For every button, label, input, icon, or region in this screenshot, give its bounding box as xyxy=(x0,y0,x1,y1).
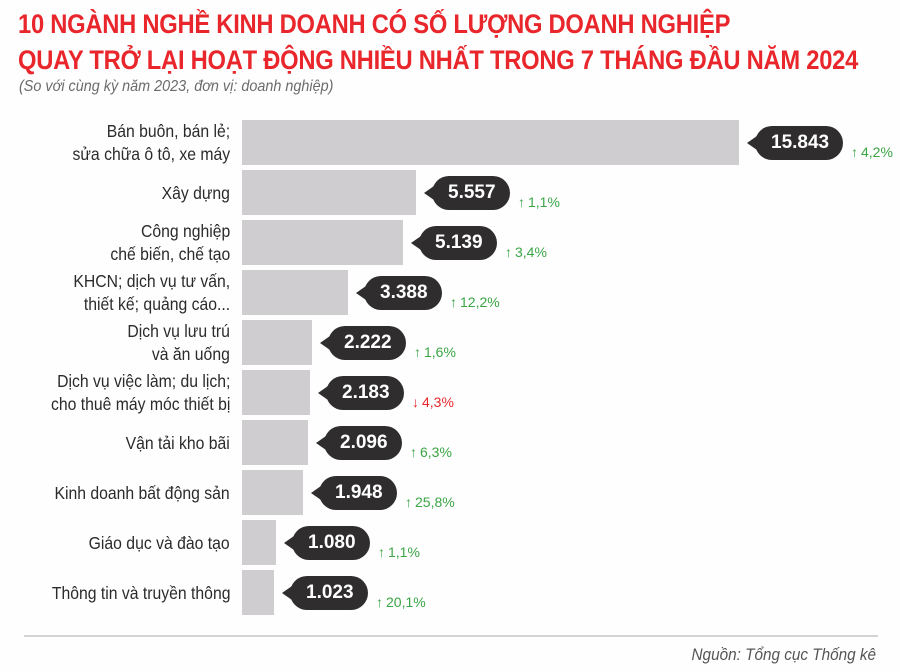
chart-subtitle: (So với cùng kỳ năm 2023, đơn vị: doanh … xyxy=(19,78,334,95)
chart-row: Bán buôn, bán lẻ; sửa chữa ô tô, xe máy 15… xyxy=(0,120,900,166)
change-indicator: ↑ 1,1% xyxy=(378,544,420,560)
arrow-up-icon: ↑ xyxy=(405,494,412,510)
chart-title: 10 NGÀNH NGHỀ KINH DOANH CÓ SỐ LƯỢNG DOA… xyxy=(18,6,858,78)
value-callout: 5.139 xyxy=(411,226,497,260)
arrow-up-icon: ↑ xyxy=(376,594,383,610)
arrow-up-icon: ↑ xyxy=(518,194,525,210)
chart-row: KHCN; dịch vụ tư vấn, thiết kế; quảng cáo… xyxy=(0,270,900,316)
category-label-line-1: KHCN; dịch vụ tư vấn, xyxy=(73,271,230,291)
bar xyxy=(242,270,348,315)
category-label-line-2: chế biến, chế tạo xyxy=(110,244,230,264)
category-label-line-1: Vận tải kho bãi xyxy=(125,432,230,453)
category-label-line-2: và ăn uống xyxy=(152,344,230,364)
arrow-up-icon: ↑ xyxy=(410,444,417,460)
change-percent: 3,4% xyxy=(515,244,547,260)
category-label-line-1: Kinh doanh bất động sản xyxy=(54,482,230,503)
source-note: Nguồn: Tổng cục Thống kê xyxy=(691,645,876,664)
category-label-line-2: sửa chữa ô tô, xe máy xyxy=(72,144,230,164)
value-callout: 1.023 xyxy=(282,576,368,610)
value-callout: 2.096 xyxy=(316,426,402,460)
category-label: Xây dựng xyxy=(162,170,230,216)
change-percent: 1,1% xyxy=(528,194,560,210)
change-percent: 4,3% xyxy=(422,394,454,410)
value-callout: 2.222 xyxy=(320,326,406,360)
arrow-up-icon: ↑ xyxy=(378,544,385,560)
category-label-line-1: Xây dựng xyxy=(161,182,230,203)
value-callout: 1.948 xyxy=(311,476,397,510)
change-percent: 25,8% xyxy=(415,494,455,510)
category-label-line-1: Bán buôn, bán lẻ; xyxy=(106,121,230,141)
change-indicator: ↑ 1,6% xyxy=(414,344,456,360)
bar xyxy=(242,320,312,365)
change-percent: 1,6% xyxy=(424,344,456,360)
bar xyxy=(242,420,308,465)
chart-row: Thông tin và truyền thông 1.023 ↑ 20,1% xyxy=(0,570,900,616)
change-percent: 1,1% xyxy=(388,544,420,560)
chart-row: Dịch vụ việc làm; du lịch; cho thuê máy m… xyxy=(0,370,900,416)
chart-title-line-1: 10 NGÀNH NGHỀ KINH DOANH CÓ SỐ LƯỢNG DOA… xyxy=(18,9,731,39)
bar xyxy=(242,120,739,165)
category-label-line-1: Công nghiệp xyxy=(140,221,230,241)
category-label: Bán buôn, bán lẻ; sửa chữa ô tô, xe máy xyxy=(72,120,230,166)
bar xyxy=(242,220,403,265)
bar xyxy=(242,570,274,615)
bar xyxy=(242,470,303,515)
arrow-up-icon: ↑ xyxy=(450,294,457,310)
footer-divider xyxy=(24,635,878,637)
category-label: KHCN; dịch vụ tư vấn, thiết kế; quảng cáo… xyxy=(73,270,230,316)
category-label: Giáo dục và đào tạo xyxy=(89,520,230,566)
category-label-line-2: thiết kế; quảng cáo... xyxy=(83,294,230,314)
bar xyxy=(242,370,310,415)
bar xyxy=(242,520,276,565)
category-label-line-1: Thông tin và truyền thông xyxy=(51,582,230,603)
chart-row: Xây dựng 5.557 ↑ 1,1% xyxy=(0,170,900,216)
category-label-line-1: Dịch vụ việc làm; du lịch; xyxy=(56,371,231,391)
category-label: Công nghiệp chế biến, chế tạo xyxy=(110,220,230,266)
change-indicator: ↑ 6,3% xyxy=(410,444,452,460)
category-label: Dịch vụ lưu trú và ăn uống xyxy=(128,320,230,366)
change-indicator: ↑ 25,8% xyxy=(405,494,455,510)
arrow-up-icon: ↑ xyxy=(851,144,858,160)
chart-row: Công nghiệp chế biến, chế tạo 5.139 ↑ 3,4% xyxy=(0,220,900,266)
value-callout: 15.843 xyxy=(746,126,844,160)
category-label-line-1: Giáo dục và đào tạo xyxy=(89,532,230,553)
value-callout: 3.388 xyxy=(356,276,442,310)
chart-row: Kinh doanh bất động sản 1.948 ↑ 25,8% xyxy=(0,470,900,516)
category-label: Thông tin và truyền thông xyxy=(51,570,230,616)
chart-row: Vận tải kho bãi 2.096 ↑ 6,3% xyxy=(0,420,900,466)
category-label-line-2: cho thuê máy móc thiết bị xyxy=(50,394,230,414)
value-callout: 1.080 xyxy=(284,526,370,560)
change-indicator: ↑ 12,2% xyxy=(450,294,500,310)
category-label: Dịch vụ việc làm; du lịch; cho thuê máy m… xyxy=(51,370,230,416)
value-callout: 5.557 xyxy=(424,176,510,210)
chart-row: Dịch vụ lưu trú và ăn uống 2.222 ↑ 1,6% xyxy=(0,320,900,366)
arrow-up-icon: ↑ xyxy=(414,344,421,360)
change-percent: 4,2% xyxy=(861,144,893,160)
chart-title-line-2: QUAY TRỞ LẠI HOẠT ĐỘNG NHIỀU NHẤT TRONG … xyxy=(18,45,859,75)
arrow-down-icon: ↓ xyxy=(412,394,419,410)
change-indicator: ↓ 4,3% xyxy=(412,394,454,410)
category-label-line-1: Dịch vụ lưu trú xyxy=(127,321,230,341)
change-percent: 20,1% xyxy=(386,594,426,610)
category-label: Kinh doanh bất động sản xyxy=(55,470,230,516)
chart-row: Giáo dục và đào tạo 1.080 ↑ 1,1% xyxy=(0,520,900,566)
change-percent: 12,2% xyxy=(460,294,500,310)
change-indicator: ↑ 4,2% xyxy=(851,144,893,160)
change-indicator: ↑ 20,1% xyxy=(376,594,426,610)
arrow-up-icon: ↑ xyxy=(505,244,512,260)
change-percent: 6,3% xyxy=(420,444,452,460)
change-indicator: ↑ 1,1% xyxy=(518,194,560,210)
value-callout: 2.183 xyxy=(318,376,404,410)
bar xyxy=(242,170,416,215)
change-indicator: ↑ 3,4% xyxy=(505,244,547,260)
category-label: Vận tải kho bãi xyxy=(126,420,230,466)
